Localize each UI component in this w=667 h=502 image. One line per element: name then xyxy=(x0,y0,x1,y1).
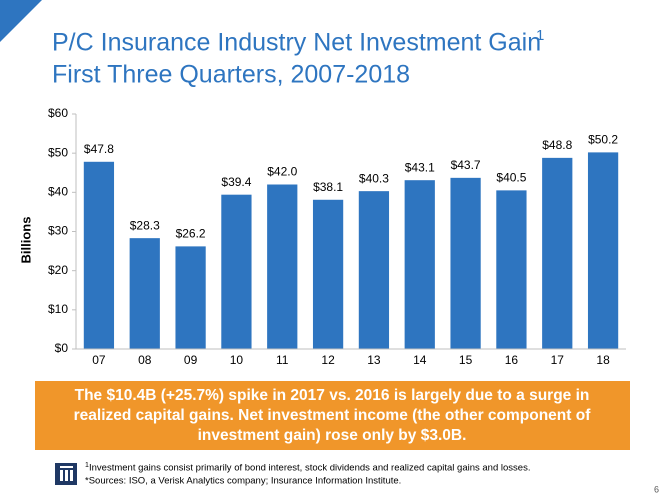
bar xyxy=(404,180,435,349)
x-tick-label: 18 xyxy=(596,353,610,367)
x-tick-label: 11 xyxy=(276,353,289,367)
bar xyxy=(542,157,573,349)
y-tick-label: $0 xyxy=(55,341,69,355)
bar xyxy=(175,246,206,349)
y-tick-label: $20 xyxy=(48,263,68,277)
value-label: $42.0 xyxy=(267,165,297,179)
y-tick-label: $40 xyxy=(48,185,68,199)
callout-box xyxy=(35,381,630,450)
chart-title: P/C Insurance Industry Net Investment Ga… xyxy=(52,29,541,57)
x-tick-label: 16 xyxy=(505,353,519,367)
value-label: $48.8 xyxy=(542,138,572,152)
value-label: $28.3 xyxy=(130,218,160,232)
bar xyxy=(129,238,160,349)
bar xyxy=(267,184,298,349)
plot-area: $0 $10 $20 $30 $40 $50 $60 07 $47.8 08 $28.3 09 $26.… xyxy=(48,106,626,367)
x-tick-label: 13 xyxy=(367,353,381,367)
value-label: $43.7 xyxy=(451,158,481,172)
x-tick-label: 14 xyxy=(413,353,427,367)
footnote-superscript: 1 xyxy=(85,462,89,469)
bar xyxy=(358,191,390,349)
bar xyxy=(496,190,527,349)
bar xyxy=(312,199,344,349)
sources: *Sources: ISO, a Verisk Analytics compan… xyxy=(85,476,401,487)
value-label: $39.4 xyxy=(221,175,251,189)
y-axis-label: Billions xyxy=(18,217,33,264)
callout-text: The $10.4B (+25.7%) spike in 2017 vs. 20… xyxy=(75,387,590,404)
footnote: Investment gains consist primarily of bo… xyxy=(89,463,530,474)
title-superscript: 1 xyxy=(536,27,544,44)
bar xyxy=(450,177,481,349)
chart-subtitle: First Three Quarters, 2007-2018 xyxy=(52,61,410,89)
corner-accent xyxy=(0,0,42,42)
value-label: $50.2 xyxy=(588,133,618,147)
x-tick-label: 15 xyxy=(459,353,473,367)
value-label: $40.3 xyxy=(359,171,389,185)
value-label: $26.2 xyxy=(176,227,206,241)
callout-text: investment gain) rose only by $3.0B. xyxy=(198,427,467,444)
x-tick-label: 07 xyxy=(92,353,106,367)
x-tick-label: 08 xyxy=(138,353,152,367)
value-label: $47.8 xyxy=(84,142,114,156)
y-tick-label: $50 xyxy=(48,145,68,159)
x-tick-label: 09 xyxy=(184,353,198,367)
bar xyxy=(83,161,115,349)
callout-text: realized capital gains. Net investment i… xyxy=(74,407,592,424)
bar xyxy=(587,152,619,349)
value-label: $43.1 xyxy=(405,160,435,174)
x-tick-label: 17 xyxy=(551,353,565,367)
logo xyxy=(55,463,77,485)
bar xyxy=(221,194,252,349)
value-label: $40.5 xyxy=(496,171,526,185)
y-tick-label: $60 xyxy=(48,106,68,120)
value-label: $38.1 xyxy=(313,180,343,194)
y-tick-label: $10 xyxy=(48,302,68,316)
page-number: 6 xyxy=(654,484,659,494)
x-tick-label: 12 xyxy=(321,353,335,367)
x-tick-label: 10 xyxy=(230,353,244,367)
y-tick-label: $30 xyxy=(48,224,68,238)
